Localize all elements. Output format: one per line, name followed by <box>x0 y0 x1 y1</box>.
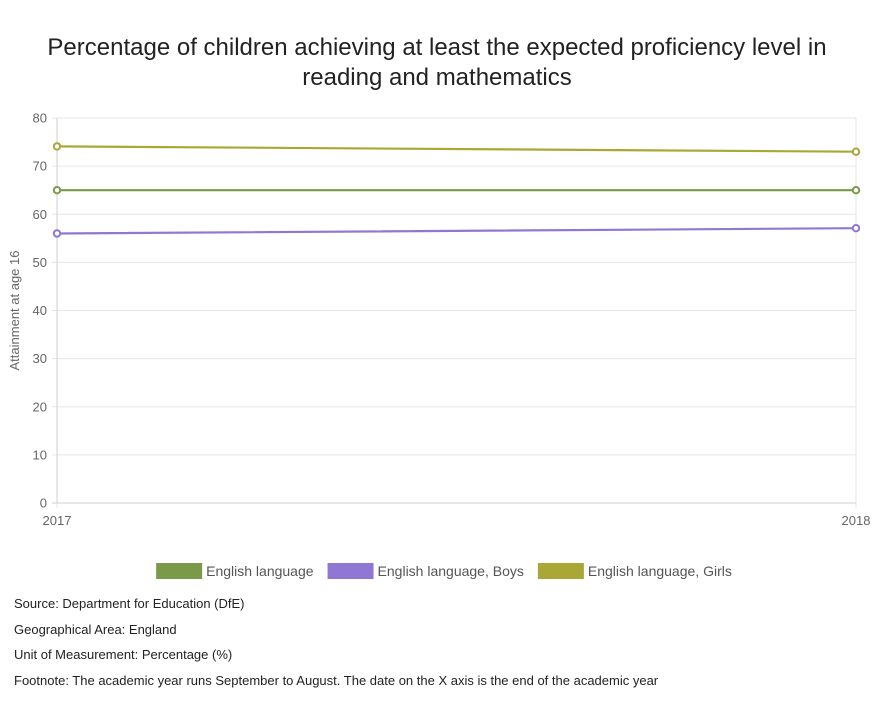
data-point <box>52 185 62 195</box>
legend-label: English language, Girls <box>588 563 732 579</box>
data-point <box>52 142 62 151</box>
y-tick-label: 30 <box>33 351 47 366</box>
source-note: Source: Department for Education (DfE) <box>14 596 245 611</box>
chart-title: Percentage of children achieving at leas… <box>47 34 827 91</box>
y-tick-label: 50 <box>33 255 47 270</box>
legend-swatch <box>537 563 584 579</box>
x-tick-label: 2018 <box>842 513 871 528</box>
legend-label: English language <box>206 563 314 579</box>
chart-notes: Source: Department for Education (DfE) G… <box>14 596 658 698</box>
data-point <box>851 147 861 156</box>
legend-item: English language <box>156 563 314 579</box>
y-tick-label: 80 <box>33 111 47 126</box>
legend-item: English language, Girls <box>537 563 732 579</box>
data-point <box>851 185 861 195</box>
footnote: Footnote: The academic year runs Septemb… <box>14 672 659 688</box>
y-tick-label: 20 <box>33 399 47 414</box>
legend-swatch <box>156 563 203 579</box>
series-line <box>55 145 858 153</box>
x-tick-label: 2017 <box>43 513 72 528</box>
y-axis-title: Attainment at age 16 <box>7 251 22 371</box>
line-chart: 0 10 20 30 40 50 60 70 80 2017 2018 Attainment at a… <box>7 111 871 579</box>
data-point <box>851 224 861 233</box>
legend-label: English language, Boys <box>378 563 524 579</box>
y-tick-label: 60 <box>33 207 47 222</box>
data-point <box>52 229 62 238</box>
geographical-area-note: Geographical Area: England <box>14 621 177 637</box>
series-line <box>55 227 858 235</box>
y-tick-label: 0 <box>40 496 47 511</box>
legend-swatch <box>327 563 374 579</box>
y-tick-label: 70 <box>33 159 47 174</box>
legend-item: English language, Boys <box>327 563 524 579</box>
unit-note: Unit of Measurement: Percentage (%) <box>14 647 233 662</box>
y-tick-label: 40 <box>33 303 47 318</box>
y-tick-label: 10 <box>33 447 47 462</box>
